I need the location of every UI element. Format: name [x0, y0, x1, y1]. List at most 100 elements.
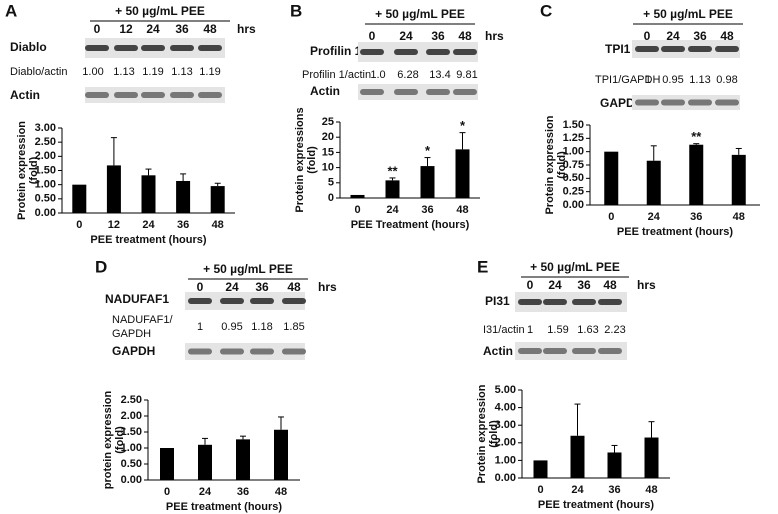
blot-band — [141, 92, 165, 98]
blot-band — [394, 49, 418, 55]
lane-label: 0 — [527, 278, 534, 292]
bar — [689, 144, 704, 205]
x-tick-label: 0 — [608, 211, 614, 223]
blot-band — [715, 99, 739, 106]
treatment: + 50 µg/mL PEE — [530, 260, 620, 274]
bar — [198, 444, 212, 480]
blot-label: TPI1 — [605, 42, 631, 56]
ratio-value: 9.81 — [456, 69, 477, 81]
lane-label: 24 — [666, 29, 680, 43]
blot-band — [170, 45, 194, 51]
blot-band — [250, 298, 274, 304]
x-tick-label: 48 — [212, 219, 224, 231]
blot-band — [453, 49, 477, 55]
y-tick-label: 0.75 — [563, 159, 584, 171]
blot — [632, 40, 740, 58]
lane-label: 36 — [431, 29, 445, 43]
ratio-value: 1.13 — [689, 74, 710, 86]
treatment: + 50 µg/mL PEE — [115, 4, 205, 18]
blot-label: Profilin 1 — [310, 44, 362, 58]
lane-label: 0 — [644, 29, 651, 43]
lane-label: 48 — [203, 22, 217, 36]
lane-unit: hrs — [318, 280, 337, 294]
blot-band — [188, 298, 212, 304]
y-tick-label: 25 — [322, 116, 334, 128]
y-tick-label: 5 — [328, 177, 334, 189]
ratio-value: 1.0 — [370, 69, 385, 81]
blot-band — [394, 89, 418, 95]
blot-band — [250, 348, 274, 355]
y-tick-label: 1.00 — [563, 146, 584, 158]
ratio-value: 1.63 — [577, 324, 598, 336]
treatment: + 50 µg/mL PEE — [375, 7, 465, 21]
lane-label: 36 — [175, 22, 189, 36]
significance: * — [425, 143, 431, 158]
x-axis-label: PEE Treatment (hours) — [351, 219, 470, 231]
y-tick-label: 1.50 — [563, 119, 584, 131]
x-tick-label: 48 — [275, 486, 287, 498]
y-tick-label: 3.00 — [35, 122, 56, 134]
lane-label: 48 — [720, 29, 734, 43]
y-tick-label: 2.50 — [35, 136, 56, 148]
blot-band — [543, 299, 567, 305]
y-tick-label: 0.50 — [563, 172, 584, 184]
y-axis-label: Protein expression — [16, 121, 28, 220]
blot — [515, 292, 627, 312]
ratio-value: 1.19 — [142, 66, 163, 78]
ratio-value: 1.13 — [113, 66, 134, 78]
blot-band — [141, 45, 165, 51]
y-tick-label: 2.00 — [121, 410, 142, 422]
y-tick-label: 15 — [322, 146, 334, 158]
ratio-label: TPI1/GAPDH — [595, 74, 660, 86]
blot-band — [661, 46, 685, 52]
bar — [420, 166, 435, 198]
lane-label: 24 — [548, 278, 562, 292]
blot-band — [85, 45, 109, 51]
blot-label: GAPDH — [112, 344, 155, 358]
y-tick-label: 0.00 — [121, 474, 142, 486]
panel-letter: A — [5, 1, 17, 20]
x-tick-label: 24 — [648, 211, 661, 223]
blot-label: Actin — [483, 344, 513, 358]
blot-band — [518, 299, 542, 305]
lane-label: 48 — [603, 278, 617, 292]
ratio-value: 1.00 — [82, 66, 103, 78]
y-tick-label: 4.00 — [495, 402, 516, 414]
panel-letter: B — [290, 1, 302, 20]
bar — [646, 160, 661, 205]
y-axis-label: (fold) — [306, 146, 318, 174]
x-tick-label: 24 — [386, 204, 399, 216]
blot-band — [426, 49, 450, 55]
significance: ** — [691, 129, 702, 144]
blot-band — [198, 92, 222, 98]
panel-letter: D — [95, 257, 107, 276]
blot-band — [360, 89, 384, 95]
panel: B + 50 µg/mL PEE 0 24 36 48 hrs Profilin 1 Actin… — [290, 1, 504, 230]
blot-band — [114, 92, 138, 98]
x-tick-label: 24 — [199, 486, 212, 498]
ratio-value: 1.59 — [547, 324, 568, 336]
blot-band — [543, 348, 567, 354]
significance: ** — [387, 163, 398, 178]
blot-band — [572, 348, 596, 354]
x-axis-label: PEE treatment (hours) — [166, 501, 282, 513]
y-tick-label: 1.50 — [121, 426, 142, 438]
ratio-label: Diablo/actin — [10, 66, 67, 78]
ratio-value: 0.95 — [662, 74, 683, 86]
y-tick-label: 0.50 — [35, 193, 56, 205]
y-tick-label: 2.00 — [35, 150, 56, 162]
significance: * — [460, 118, 466, 133]
lane-label: 24 — [399, 29, 413, 43]
x-tick-label: 36 — [690, 211, 702, 223]
blot — [185, 292, 305, 310]
bar — [533, 460, 548, 478]
y-tick-label: 20 — [322, 131, 334, 143]
blot-band — [635, 46, 659, 52]
y-tick-label: 1.00 — [495, 454, 516, 466]
ratio-label: Profilin 1/actin — [302, 69, 371, 81]
x-tick-label: 24 — [571, 484, 584, 496]
x-tick-label: 12 — [108, 219, 120, 231]
lane-unit: hrs — [485, 29, 504, 43]
bar — [731, 154, 746, 205]
